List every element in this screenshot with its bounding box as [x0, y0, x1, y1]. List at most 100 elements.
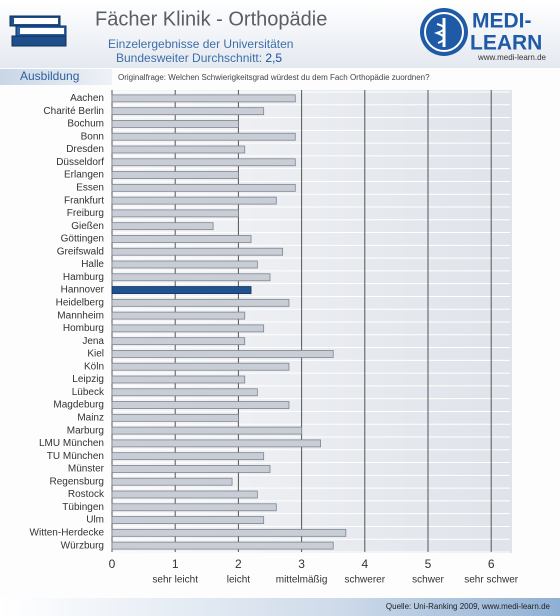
bar	[111, 516, 265, 524]
logo	[420, 8, 468, 56]
y-tick-label: Jena	[82, 336, 104, 347]
y-tick-label: Bochum	[67, 119, 104, 130]
y-tick-label: Mainz	[77, 412, 104, 423]
y-tick-label: Hamburg	[63, 272, 104, 283]
y-tick-label: Gießen	[71, 221, 104, 232]
y-tick-label: Rostock	[68, 489, 105, 500]
footer-band	[0, 598, 560, 616]
bar	[111, 132, 296, 141]
bar	[111, 145, 246, 154]
bar	[111, 183, 296, 192]
bar	[111, 209, 239, 218]
y-tick-label: Tübingen	[62, 502, 104, 513]
bar	[111, 286, 252, 294]
bar	[111, 413, 239, 422]
book-icon	[9, 15, 67, 47]
x-tick-label: 4	[361, 557, 368, 571]
y-tick-label: Aachen	[70, 93, 104, 104]
bar	[111, 503, 277, 512]
plot: 0 1 2 3 4 5 6 sehr leicht leicht mittelmäßig schwe…	[30, 90, 519, 586]
y-tick-label: Heidelberg	[56, 297, 104, 308]
bar	[111, 235, 252, 243]
y-tick-label: Greifswald	[57, 246, 104, 257]
bar	[111, 362, 290, 371]
y-tick-label: Leipzig	[72, 374, 104, 385]
y-tick-label: Regensburg	[50, 476, 104, 487]
bar	[111, 375, 246, 384]
question: Originalfrage: Welchen Schwierigkeitsgra…	[118, 73, 430, 82]
y-tick-label: Freiburg	[67, 208, 104, 219]
average-label-text: Bundesweiter Durchschnitt:	[116, 51, 262, 65]
y-tick-label: Dresden	[66, 144, 104, 155]
bar	[111, 158, 296, 167]
bar	[111, 541, 334, 550]
x-tick-label: 1	[172, 557, 179, 571]
logo-bottom: LEARN	[470, 32, 542, 55]
bar	[111, 528, 347, 537]
bar	[111, 350, 334, 358]
bar	[111, 311, 246, 320]
bar	[111, 452, 265, 461]
bar	[111, 439, 321, 448]
logo-top: MEDI-	[472, 10, 532, 33]
y-tick-label: Bonn	[81, 131, 104, 142]
bar	[111, 426, 303, 435]
scale-label: leicht	[227, 575, 251, 586]
y-tick-label: Hannover	[61, 285, 105, 296]
bar	[111, 273, 271, 282]
bar	[111, 171, 239, 179]
bar	[111, 247, 284, 256]
x-tick-label: 6	[488, 557, 495, 571]
y-tick-label: Essen	[76, 182, 104, 193]
source: Quelle: Uni-Ranking 2009, www.medi-learn…	[386, 602, 551, 611]
y-tick-label: Kiel	[87, 349, 104, 360]
bar	[111, 465, 271, 473]
x-tick-label: 5	[425, 557, 432, 571]
y-tick-label: TU München	[47, 451, 104, 462]
url: www.medi-learn.de	[477, 53, 547, 62]
y-tick-label: Halle	[81, 259, 104, 270]
tab: Ausbildung	[20, 69, 79, 83]
x-tick-label: 3	[298, 557, 305, 571]
average-label: Bundesweiter Durchschnitt: 2,5	[116, 51, 282, 65]
bar	[111, 401, 290, 409]
subtitle: Einzelergebnisse der Universitäten	[108, 37, 293, 51]
bar	[111, 490, 258, 499]
y-tick-label: Charité Berlin	[43, 106, 104, 117]
scale-label: mittelmäßig	[276, 575, 328, 586]
y-tick-label: Homburg	[63, 323, 104, 334]
y-tick-label: Magdeburg	[53, 400, 104, 411]
bar	[111, 120, 239, 128]
y-tick-label: Witten-Herdecke	[30, 527, 105, 538]
bar	[111, 477, 233, 486]
x-tick-label: 0	[109, 557, 116, 571]
y-tick-label: Mannheim	[57, 310, 104, 321]
y-tick-label: Marburg	[67, 425, 104, 436]
scale-label: sehr schwer	[464, 575, 519, 586]
tab-bg	[0, 69, 112, 85]
bar	[111, 337, 246, 346]
average-value: 2,5	[265, 51, 282, 65]
y-tick-label: Erlangen	[64, 170, 104, 181]
bar	[111, 260, 258, 269]
y-tick-label: Lübeck	[72, 387, 105, 398]
title: Fächer Klinik - Orthopädie	[95, 8, 327, 30]
bar	[111, 388, 258, 397]
y-tick-label: Düsseldorf	[56, 157, 104, 168]
bar	[111, 196, 277, 205]
y-tick-label: Göttingen	[61, 234, 104, 245]
bar	[111, 222, 214, 231]
bar	[111, 324, 265, 333]
scale-label: sehr leicht	[152, 575, 198, 586]
y-tick-label: LMU München	[39, 438, 104, 449]
y-tick-label: Köln	[84, 361, 104, 372]
scale-label: schwer	[412, 575, 444, 586]
bar	[111, 298, 290, 307]
bar	[111, 107, 265, 116]
scale-label: schwerer	[345, 575, 386, 586]
y-tick-label: Frankfurt	[64, 195, 104, 206]
bar	[111, 94, 296, 103]
y-tick-label: Würzburg	[61, 540, 104, 551]
y-tick-label: Münster	[68, 464, 105, 475]
